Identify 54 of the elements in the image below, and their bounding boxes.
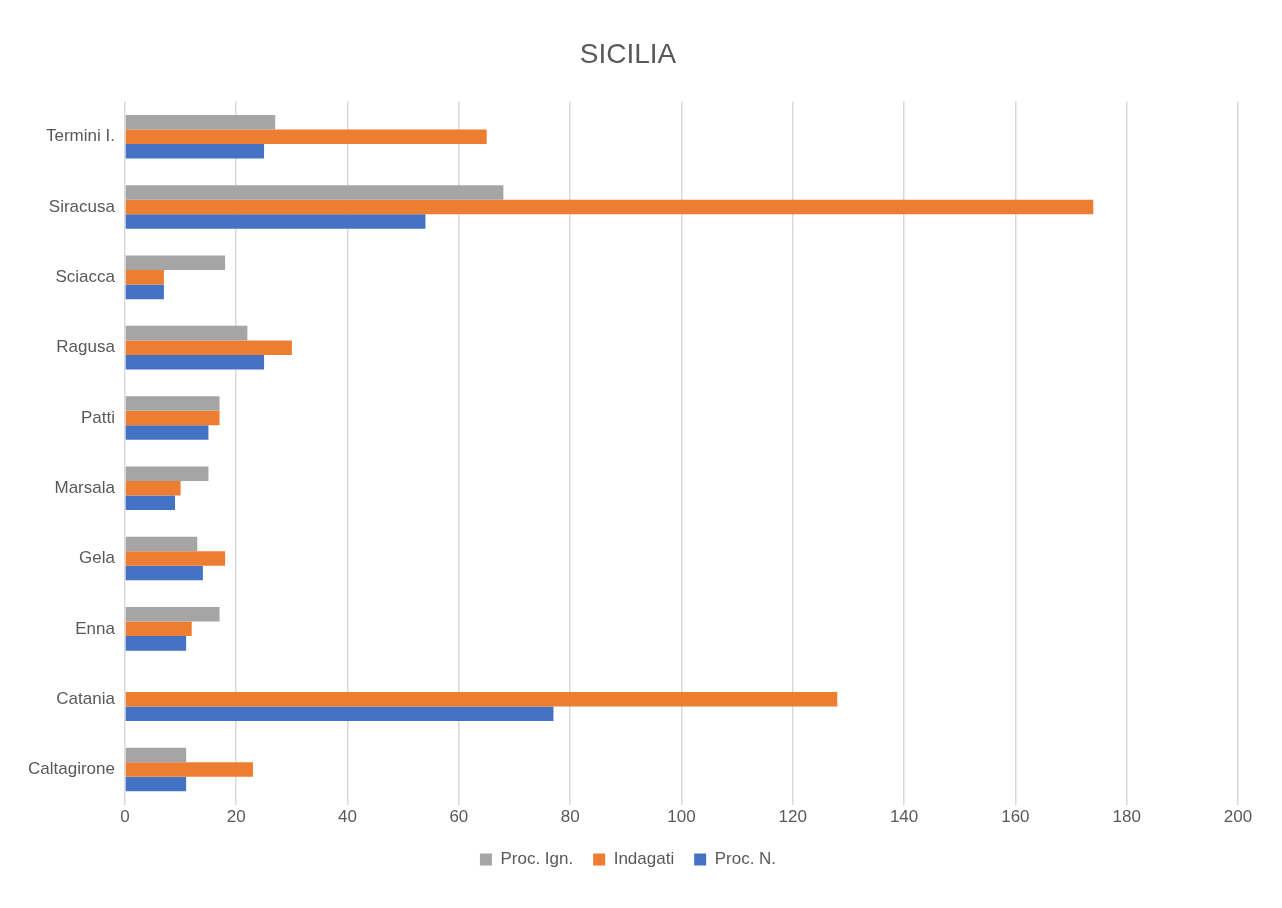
bar [125, 340, 292, 355]
y-tick-label: Gela [79, 548, 116, 568]
bar [125, 410, 220, 426]
bar [125, 185, 504, 200]
x-tick-label: 120 [778, 807, 807, 827]
bar [125, 214, 426, 229]
x-tick-label: 140 [889, 807, 919, 827]
bar [125, 129, 487, 145]
chart-title: SICILIA [579, 37, 677, 69]
bar [125, 144, 265, 159]
bar [125, 495, 176, 511]
bar [125, 255, 226, 271]
bar [125, 284, 164, 300]
bar [125, 425, 209, 440]
y-tick-label: Sciacca [55, 267, 116, 287]
x-tick-label: 0 [120, 807, 130, 827]
bar [125, 270, 164, 285]
bar [125, 396, 220, 411]
bar [125, 354, 265, 370]
bar [125, 480, 181, 496]
bar [125, 536, 198, 552]
y-tick-label: Termini I. [45, 126, 115, 146]
bar [125, 776, 187, 792]
bar [125, 114, 276, 130]
x-tick-label: 20 [226, 807, 246, 827]
y-tick-label: Siracusa [48, 196, 116, 216]
x-tick-label: 60 [449, 807, 469, 827]
x-tick-label: 200 [1223, 807, 1253, 827]
x-tick-label: 40 [338, 807, 358, 827]
y-tick-label: Caltagirone [27, 759, 115, 779]
bar [125, 762, 253, 777]
bar [125, 747, 187, 763]
bar [125, 199, 1094, 215]
bar [125, 565, 203, 581]
bar [125, 325, 248, 341]
y-tick-label: Catania [56, 688, 116, 708]
y-tick-label: Marsala [54, 477, 116, 497]
x-tick-label: 180 [1112, 807, 1141, 827]
bar [125, 621, 192, 637]
bar [125, 636, 187, 651]
x-tick-label: 80 [560, 807, 580, 827]
y-tick-label: Enna [75, 618, 116, 638]
bar [125, 691, 838, 707]
y-tick-label: Patti [80, 407, 115, 427]
legend-label: Proc. N. [714, 849, 777, 869]
legend-label: Indagati [613, 849, 675, 869]
bar [125, 706, 554, 721]
bar [125, 551, 226, 566]
bar [125, 607, 220, 622]
x-tick-label: 100 [667, 807, 696, 827]
legend-label: Proc. Ign. [500, 849, 574, 869]
bar [125, 466, 209, 481]
y-tick-label: Ragusa [56, 337, 116, 357]
x-tick-label: 160 [1001, 807, 1030, 827]
